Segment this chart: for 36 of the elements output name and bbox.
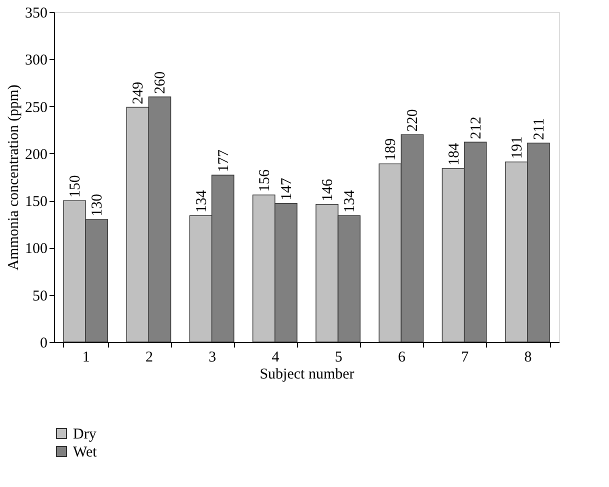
y-tick-label: 100 bbox=[25, 241, 48, 258]
data-label: 147 bbox=[278, 177, 295, 200]
data-label: 156 bbox=[256, 168, 273, 192]
x-tick-label: 6 bbox=[398, 350, 406, 366]
legend-label: Dry bbox=[73, 426, 97, 442]
data-label: 177 bbox=[216, 149, 232, 172]
data-label: 134 bbox=[342, 190, 358, 213]
x-tick-label: 2 bbox=[145, 350, 153, 366]
data-label: 130 bbox=[90, 194, 106, 216]
x-tick-label: 3 bbox=[208, 350, 216, 366]
y-tick-label: 0 bbox=[40, 336, 48, 352]
x-tick-label: 4 bbox=[272, 350, 280, 366]
x-axis-title: Subject number bbox=[260, 366, 354, 382]
data-label: 189 bbox=[383, 138, 400, 161]
y-axis-title: Ammonia concentration (ppm) bbox=[6, 84, 22, 270]
y-tick-label: 300 bbox=[25, 52, 48, 69]
y-tick-label: 150 bbox=[25, 194, 48, 210]
y-tick-label: 50 bbox=[32, 288, 48, 304]
data-label: 191 bbox=[509, 136, 526, 159]
x-tick-label: 8 bbox=[524, 350, 532, 366]
data-label: 220 bbox=[405, 109, 422, 132]
data-label: 212 bbox=[468, 116, 484, 140]
legend-label: Wet bbox=[73, 444, 98, 460]
data-label: 134 bbox=[194, 190, 210, 213]
data-label: 184 bbox=[446, 142, 462, 166]
y-tick-label: 250 bbox=[25, 100, 48, 116]
x-tick-label: 1 bbox=[82, 350, 90, 366]
y-tick-label: 350 bbox=[25, 6, 48, 22]
data-label: 211 bbox=[531, 118, 548, 140]
x-tick-label: 7 bbox=[461, 350, 470, 366]
data-label: 249 bbox=[130, 82, 147, 104]
data-label: 150 bbox=[68, 175, 84, 198]
data-label: 260 bbox=[152, 71, 169, 94]
x-tick-label: 5 bbox=[334, 350, 342, 366]
data-label: 146 bbox=[320, 178, 336, 202]
y-tick-label: 200 bbox=[25, 146, 48, 163]
